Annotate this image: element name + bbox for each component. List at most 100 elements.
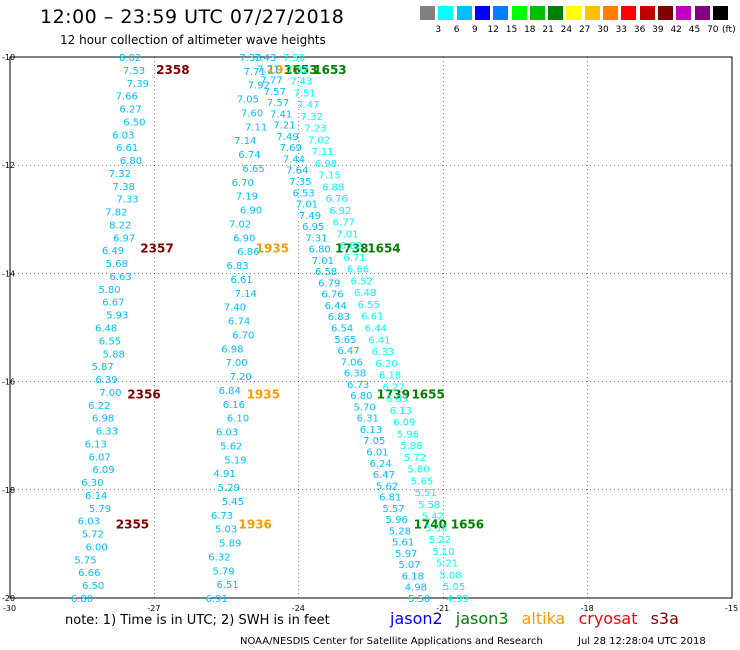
wave-height-value: 4.91	[213, 469, 235, 480]
pass-time-label: 2357	[140, 241, 173, 255]
wave-height-value: 6.74	[228, 317, 250, 328]
legend-swatch	[603, 6, 618, 20]
wave-height-value: 7.43	[254, 53, 276, 64]
wave-height-value: 5.50	[408, 594, 430, 605]
lon-label: -18	[581, 604, 594, 613]
wave-height-value: 5.65	[334, 335, 356, 346]
wave-height-value: 6.70	[232, 178, 254, 189]
wave-height-value: 5.58	[418, 500, 440, 511]
wave-height-value: 6.98	[315, 159, 337, 170]
pass-time-label: 1655	[411, 387, 444, 401]
wave-height-value: 7.11	[245, 122, 267, 133]
wave-height-value: 5.89	[219, 539, 241, 550]
wave-height-value: 6.90	[233, 233, 255, 244]
pass-time-label: 2355	[116, 517, 149, 531]
pass-time-label: 1935	[256, 241, 289, 255]
pass-time-label: 1653	[313, 63, 346, 77]
wave-height-value: 6.76	[326, 194, 348, 205]
legend-swatch	[493, 6, 509, 20]
legend-label: 12	[487, 25, 499, 35]
wave-height-value: 5.72	[404, 453, 426, 464]
wave-height-value: 6.51	[217, 580, 239, 591]
wave-height-value: 6.13	[85, 439, 107, 450]
wave-height-value: 6.41	[368, 335, 390, 346]
legend-label: 15	[505, 25, 518, 35]
wave-height-value: 6.70	[232, 330, 254, 341]
satellite-altika: altika	[521, 609, 566, 628]
wave-height-value: 6.58	[315, 267, 337, 278]
wave-height-value: 5.72	[82, 530, 104, 541]
wave-height-value: 6.98	[92, 414, 114, 425]
wave-height-value: 5.51	[414, 488, 436, 499]
wave-height-value: 7.64	[286, 166, 308, 177]
wave-height-value: 6.20	[375, 359, 397, 370]
wave-height-value: 7.71	[243, 67, 265, 78]
legend-swatch	[474, 6, 490, 20]
wave-height-value: 6.44	[325, 301, 347, 312]
legend-label: 33	[615, 25, 628, 35]
wave-height-value: 7.01	[312, 256, 334, 267]
legend-label: 39	[652, 25, 664, 35]
wave-height-value: 7.11	[311, 147, 333, 158]
legend-label: 18	[524, 25, 536, 35]
wave-height-value: 5.80	[407, 465, 429, 476]
wave-height-value: 6.03	[78, 517, 100, 528]
lat-label: -14	[2, 269, 15, 278]
wave-height-value: 7.02	[308, 135, 330, 146]
legend-swatch	[657, 6, 673, 20]
wave-height-value: 5.65	[411, 476, 433, 487]
wave-height-value: 6.61	[116, 143, 138, 154]
wave-height-value: 6.03	[112, 130, 134, 141]
wave-height-value: 6.10	[227, 414, 249, 425]
legend-label: 45	[688, 25, 701, 35]
wave-height-value: 5.79	[212, 566, 234, 577]
wave-height-value: 6.77	[333, 218, 355, 229]
wave-height-value: 6.88	[322, 182, 344, 193]
wave-height-value: 5.68	[106, 259, 128, 270]
lat-label: -18	[2, 486, 15, 495]
wave-height-value: 7.06	[341, 357, 363, 368]
wave-height-value: 7.82	[105, 208, 127, 219]
wave-height-value: 6.84	[219, 386, 241, 397]
wave-height-value: 6.32	[208, 552, 230, 563]
legend-swatch	[566, 6, 582, 20]
legend-label: 6	[453, 25, 460, 35]
legend-label: 27	[578, 25, 591, 35]
lon-label: -30	[3, 604, 16, 613]
wave-height-value: 6.05	[386, 394, 408, 405]
legend-swatch	[456, 6, 472, 20]
wave-height-value: 7.49	[299, 211, 321, 222]
wave-height-value: 7.14	[235, 289, 257, 300]
wave-height-value: 5.22	[429, 535, 451, 546]
wave-height-value: 7.05	[363, 436, 385, 447]
lat-label: -10	[2, 53, 15, 62]
wave-height-value: 5.88	[400, 441, 422, 452]
wave-height-value: 5.07	[398, 560, 420, 571]
legend-label: 24	[560, 25, 573, 35]
wave-height-value: 5.57	[382, 504, 404, 515]
wave-height-value: 7.49	[276, 132, 298, 143]
wave-height-value: 6.54	[331, 324, 353, 335]
wave-height-value: 6.48	[95, 324, 117, 335]
wave-height-value: 6.90	[240, 206, 262, 217]
wave-height-value: 7.15	[318, 171, 340, 182]
legend-swatch	[639, 6, 655, 20]
wave-height-value: 6.81	[379, 493, 401, 504]
wave-height-value: 6.47	[337, 346, 359, 357]
wave-height-value: 5.21	[436, 559, 458, 570]
wave-height-value: 5.61	[392, 538, 414, 549]
wave-height-value: 6.80	[309, 245, 331, 256]
wave-height-value: 6.55	[99, 336, 121, 347]
wave-height-value: 6.48	[354, 288, 376, 299]
satellite-cryosat: cryosat	[578, 609, 638, 628]
pass-time-label: 2358	[156, 63, 189, 77]
satellite-jason2: jason2	[390, 609, 443, 628]
page-title: 12:00 – 23:59 UTC 07/27/2018	[40, 6, 345, 28]
wave-height-value: 7.14	[234, 136, 256, 147]
wave-height-value: 7.53	[123, 66, 145, 77]
legend-swatch	[420, 6, 435, 20]
wave-height-value: 7.38	[113, 182, 135, 193]
wave-height-value: 5.88	[103, 349, 125, 360]
wave-height-value: 5.75	[74, 555, 96, 566]
wave-height-value: 6.50	[82, 581, 104, 592]
